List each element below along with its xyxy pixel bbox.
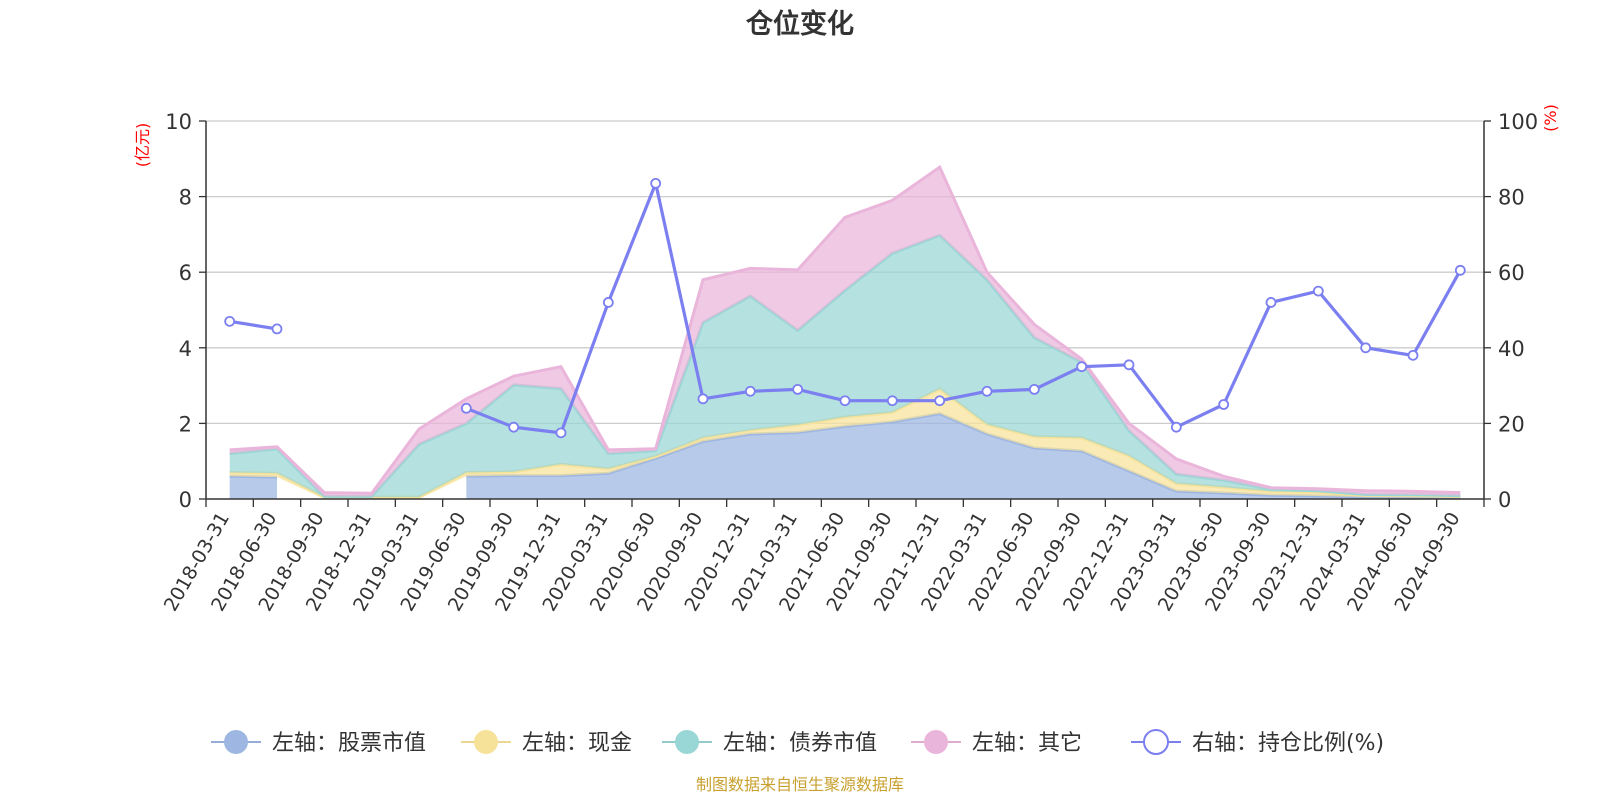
ratio-point [555, 427, 567, 439]
chart-title: 仓位变化 [745, 8, 854, 40]
ratio-point [1123, 359, 1135, 371]
ratio-point [1407, 349, 1419, 361]
stacked-areas [229, 164, 1461, 500]
ratio-line-layer [224, 177, 1466, 439]
ratio-point [508, 421, 520, 433]
legend-label: 左轴：股票市值 [272, 731, 426, 756]
source-note: 制图数据来自恒生聚源数据库 [696, 775, 904, 794]
right-tick-label: 100 [1498, 110, 1538, 134]
legend-label: 左轴：现金 [522, 731, 632, 756]
left-tick-label: 2 [179, 412, 192, 436]
ratio-point [1028, 383, 1040, 395]
ratio-line-segment [229, 319, 278, 331]
ratio-line-segment [465, 181, 1462, 435]
left-tick-label: 8 [179, 186, 192, 210]
ratio-point [1360, 342, 1372, 354]
axes [205, 121, 1485, 500]
area-band [229, 389, 1461, 499]
ratio-point [650, 177, 662, 189]
legend-item[interactable]: 左轴：现金 [461, 730, 632, 756]
ratio-point [1312, 285, 1324, 297]
right-axis-unit: (%) [1541, 104, 1560, 132]
ratio-point [886, 395, 898, 407]
left-axis-unit: (亿元) [133, 123, 152, 168]
legend[interactable]: 左轴：股票市值 左轴：现金 左轴：债券市值 左轴：其它 右轴：持仓比例(%) [211, 729, 1384, 756]
left-tick-label: 4 [179, 337, 192, 361]
area-edge [229, 164, 1461, 495]
legend-item[interactable]: 左轴：债券市值 [662, 730, 877, 756]
ratio-point [224, 315, 236, 327]
ratio-point [602, 297, 614, 308]
ratio-point [744, 385, 756, 397]
legend-label: 左轴：债券市值 [723, 731, 877, 756]
right-tick-label: 60 [1498, 261, 1525, 285]
right-tick-label: 20 [1498, 412, 1525, 436]
right-tick-label: 0 [1498, 488, 1511, 512]
ratio-point [1170, 421, 1182, 433]
left-y-axis-ticks: 0 2 4 6 8 10 [165, 110, 206, 512]
legend-marker [224, 730, 248, 754]
ratio-point [839, 395, 851, 407]
left-tick-label: 10 [165, 110, 192, 134]
x-axis-ticks: 2018-03-312018-06-302018-09-302018-12-31… [160, 499, 1485, 615]
ratio-point [1454, 264, 1466, 276]
legend-item[interactable]: 左轴：其它 [911, 730, 1082, 756]
legend-label: 右轴：持仓比例(%) [1192, 731, 1384, 756]
ratio-point [792, 383, 804, 395]
legend-item[interactable]: 左轴：股票市值 [211, 730, 426, 756]
ratio-point [1265, 297, 1277, 308]
legend-marker [675, 730, 699, 754]
legend-item[interactable]: 右轴：持仓比例(%) [1131, 729, 1384, 756]
legend-marker [1143, 729, 1169, 755]
right-tick-label: 40 [1498, 337, 1525, 361]
legend-label: 左轴：其它 [972, 731, 1082, 756]
ratio-point [697, 393, 709, 405]
ratio-point [1076, 361, 1088, 373]
area-band [229, 167, 1461, 497]
ratio-point [934, 395, 946, 407]
legend-marker [924, 730, 948, 754]
right-y-axis-ticks: 0 20 40 60 80 100 [1484, 110, 1538, 512]
area-band [229, 476, 277, 499]
right-tick-label: 80 [1498, 186, 1525, 210]
legend-marker [474, 730, 498, 754]
ratio-point [271, 323, 283, 335]
ratio-point [981, 385, 993, 397]
ratio-point [1218, 399, 1230, 410]
left-tick-label: 0 [179, 488, 192, 512]
ratio-point [460, 402, 472, 414]
left-tick-label: 6 [179, 261, 192, 285]
area-band [466, 413, 1461, 499]
